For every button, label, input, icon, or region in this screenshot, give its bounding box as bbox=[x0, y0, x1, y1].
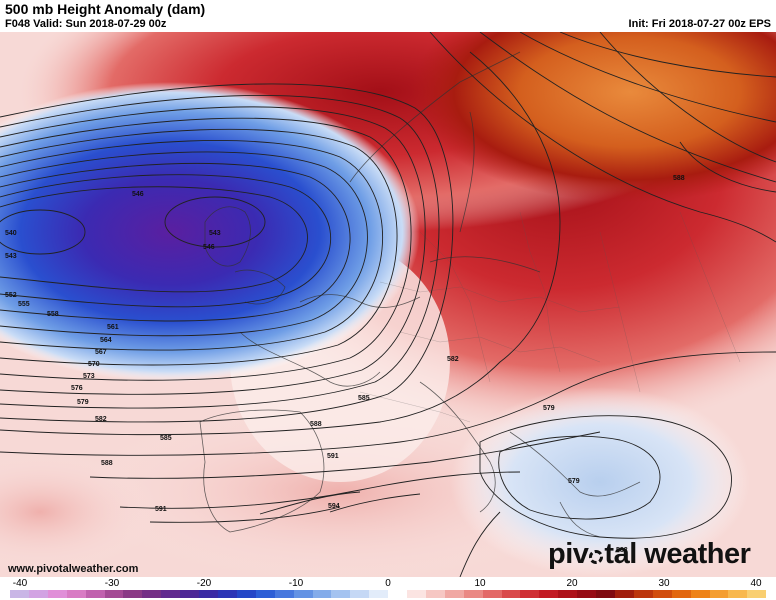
contour-labels: 540 543 546 543 546 552 555 558 561 564 … bbox=[5, 175, 685, 554]
contour-label: 555 bbox=[18, 301, 30, 308]
colorbar-swatch bbox=[236, 590, 256, 598]
colorbar-swatch bbox=[123, 590, 143, 598]
colorbar-tick-label: -10 bbox=[288, 578, 304, 589]
contour-label: 591 bbox=[155, 506, 167, 513]
contour-label: 585 bbox=[160, 435, 172, 442]
colorbar-tick-label: -30 bbox=[104, 578, 120, 589]
colorbar-tick-label: 20 bbox=[566, 578, 578, 589]
contour-label: 540 bbox=[5, 230, 17, 237]
colorbar-tick-label: 0 bbox=[385, 578, 391, 589]
website-credit: www.pivotalweather.com bbox=[8, 563, 139, 575]
colorbar-swatch bbox=[10, 590, 29, 598]
contour-label: 591 bbox=[327, 453, 339, 460]
contour-label: 567 bbox=[95, 349, 107, 356]
contour-label: 573 bbox=[83, 373, 95, 380]
colorbar-swatch bbox=[652, 590, 672, 598]
mild-warm-west bbox=[0, 452, 160, 572]
colorbar-swatch bbox=[161, 590, 181, 598]
contour-label: 594 bbox=[328, 503, 340, 510]
colorbar-swatch bbox=[28, 590, 48, 598]
brand-logo: piv tal weather bbox=[548, 538, 751, 571]
colorbar-swatch bbox=[615, 590, 634, 598]
colorbar-swatch bbox=[482, 590, 502, 598]
cool-anomaly-balkans bbox=[450, 387, 750, 577]
colorbar-swatch bbox=[709, 590, 729, 598]
contour-label: 582 bbox=[616, 547, 628, 554]
colorbar-swatch bbox=[690, 590, 710, 598]
init-time: Init: Fri 2018-07-27 00z EPS bbox=[628, 18, 771, 30]
colorbar bbox=[10, 590, 767, 598]
colorbar-swatch bbox=[350, 590, 370, 598]
colorbar-swatch bbox=[369, 590, 389, 598]
colorbar-swatch bbox=[217, 590, 237, 598]
colorbar-swatch bbox=[444, 590, 464, 598]
colorbar-swatch bbox=[142, 590, 162, 598]
colorbar-swatch bbox=[388, 590, 408, 598]
colorbar-tick-label: -40 bbox=[12, 578, 28, 589]
contour-label: 579 bbox=[77, 399, 89, 406]
colorbar-swatch bbox=[577, 590, 597, 598]
contour-label: 579 bbox=[568, 478, 580, 485]
colorbar-swatch bbox=[331, 590, 351, 598]
map-title: 500 mb Height Anomaly (dam) bbox=[5, 1, 206, 17]
colorbar-swatch bbox=[425, 590, 445, 598]
colorbar-swatch bbox=[671, 590, 691, 598]
cold-anomaly-area bbox=[0, 82, 420, 382]
colorbar-swatch bbox=[728, 590, 748, 598]
colorbar-swatch bbox=[463, 590, 483, 598]
contour-label: 588 bbox=[310, 421, 322, 428]
brand-text-left: piv bbox=[548, 538, 589, 570]
colorbar-swatch bbox=[407, 590, 426, 598]
strong-warm-anomaly bbox=[410, 32, 776, 202]
contour-label: 561 bbox=[107, 324, 119, 331]
brand-text-right: tal weather bbox=[604, 538, 751, 570]
colorbar-swatch bbox=[633, 590, 653, 598]
contour-label: 588 bbox=[101, 460, 113, 467]
colorbar-swatch bbox=[199, 590, 218, 598]
coastlines bbox=[199, 51, 641, 538]
colorbar-swatch bbox=[274, 590, 294, 598]
colorbar-swatch bbox=[104, 590, 124, 598]
colorbar-tick-label: 10 bbox=[474, 578, 486, 589]
colorbar-swatch bbox=[558, 590, 578, 598]
colorbar-swatch bbox=[293, 590, 313, 598]
colorbar-tick-label: 30 bbox=[658, 578, 670, 589]
header: 500 mb Height Anomaly (dam) F048 Valid: … bbox=[0, 0, 776, 32]
colorbar-swatch bbox=[747, 590, 767, 598]
colorbar-swatch bbox=[520, 590, 540, 598]
gear-icon bbox=[589, 550, 604, 564]
colorbar-tick-label: -20 bbox=[196, 578, 212, 589]
height-contours bbox=[0, 32, 776, 577]
contour-label: 552 bbox=[5, 292, 17, 299]
contour-label: 588 bbox=[673, 175, 685, 182]
anomaly-map: 540 543 546 543 546 552 555 558 561 564 … bbox=[0, 32, 776, 577]
contour-label: 576 bbox=[71, 385, 83, 392]
colorbar-swatch bbox=[47, 590, 67, 598]
valid-time: F048 Valid: Sun 2018-07-29 00z bbox=[5, 18, 167, 30]
colorbar-swatch bbox=[596, 590, 615, 598]
contour-label: 546 bbox=[132, 191, 144, 198]
colorbar-swatch bbox=[312, 590, 332, 598]
contour-label: 546 bbox=[203, 244, 215, 251]
colorbar-swatch bbox=[85, 590, 105, 598]
contour-label: 558 bbox=[47, 311, 59, 318]
colorbar-swatch bbox=[180, 590, 200, 598]
contour-label: 579 bbox=[543, 405, 555, 412]
contour-label: 543 bbox=[5, 253, 17, 260]
colorbar-swatch bbox=[66, 590, 86, 598]
contour-label: 582 bbox=[447, 356, 459, 363]
colorbar-tick-label: 40 bbox=[750, 578, 762, 589]
contour-label: 543 bbox=[209, 230, 221, 237]
colorbar-swatch bbox=[501, 590, 521, 598]
contour-label: 570 bbox=[88, 361, 100, 368]
contour-label: 564 bbox=[100, 337, 112, 344]
colorbar-swatch bbox=[255, 590, 275, 598]
contour-label: 582 bbox=[95, 416, 107, 423]
contour-label: 585 bbox=[358, 395, 370, 402]
colorbar-swatch bbox=[539, 590, 559, 598]
